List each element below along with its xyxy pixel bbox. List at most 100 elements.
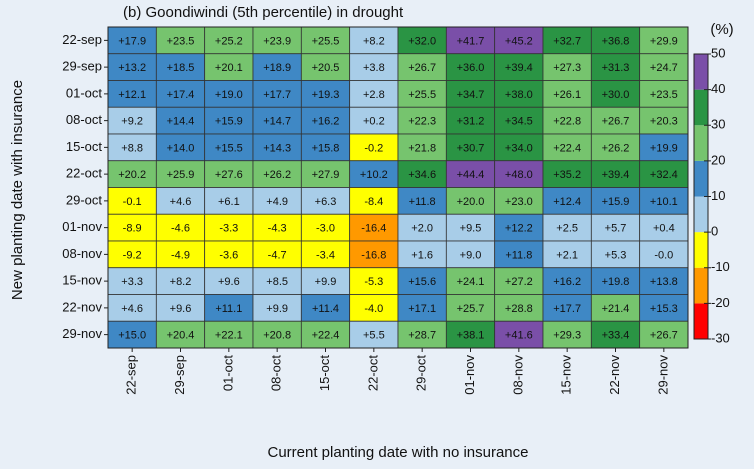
cell	[155, 320, 206, 349]
cell	[445, 294, 496, 322]
cell-label: +9.9	[315, 276, 337, 288]
cell	[590, 53, 641, 81]
colorbar-tick-label: 20	[711, 152, 725, 167]
cell	[204, 213, 254, 242]
cell	[445, 267, 496, 295]
cell-label: +14.3	[263, 142, 291, 154]
cell-label: +26.2	[263, 169, 291, 181]
y-tick-label: 08-oct	[66, 112, 103, 127]
cell-label: +27.9	[312, 169, 340, 181]
cell-label: +30.0	[602, 89, 630, 101]
cell	[397, 160, 447, 188]
cell-label: +31.2	[457, 116, 485, 128]
y-tick-label: 01-oct	[66, 85, 103, 100]
cell	[590, 106, 641, 135]
cell	[107, 106, 157, 135]
cell-label: +22.1	[215, 330, 243, 342]
colorbar-tick-label: 0	[711, 224, 718, 239]
cell-label: -8.4	[364, 196, 383, 208]
cell-label: +9.9	[266, 303, 288, 315]
cell-label: +23.9	[263, 35, 291, 47]
cell-label: +12.2	[505, 223, 533, 235]
cell-label: +28.8	[505, 303, 533, 315]
cell-label: +8.5	[266, 276, 288, 288]
cell	[155, 267, 206, 295]
cell	[590, 294, 641, 322]
y-tick-label: 15-oct	[66, 139, 103, 154]
cell	[349, 240, 399, 269]
cell-label: +22.4	[553, 142, 581, 154]
colorbar-tick-label: -20	[711, 295, 730, 310]
cell	[252, 267, 302, 295]
cell-label: +15.5	[215, 142, 243, 154]
cell	[542, 26, 592, 55]
cell	[107, 213, 157, 242]
cell-label: +26.7	[408, 62, 436, 74]
cell-label: +4.9	[266, 196, 288, 208]
cell	[204, 187, 254, 215]
cell	[397, 106, 447, 135]
cell-label: +41.7	[457, 35, 485, 47]
colorbar-segment	[694, 89, 708, 126]
cell-label: +25.2	[215, 35, 243, 47]
x-tick-label: 22-nov	[607, 355, 622, 395]
cell-label: -9.2	[123, 249, 142, 261]
cell	[590, 213, 641, 242]
cell-label: +36.8	[602, 35, 630, 47]
cell	[300, 213, 351, 242]
cell-label: +44.4	[457, 169, 485, 181]
cell-label: -4.6	[171, 223, 190, 235]
cell	[639, 213, 689, 242]
colorbar-segment	[694, 54, 708, 90]
cell-label: +14.7	[263, 116, 291, 128]
cell-label: -0.2	[364, 142, 383, 154]
cell	[252, 53, 302, 81]
cell	[542, 160, 592, 188]
cell-label: +34.5	[505, 116, 533, 128]
cell-label: +11.8	[409, 196, 436, 208]
cell	[107, 160, 157, 188]
cell-label: +4.6	[121, 303, 143, 315]
cell-label: +34.0	[505, 142, 533, 154]
cell	[397, 187, 447, 215]
cell-label: +11.4	[312, 303, 339, 315]
cell	[590, 320, 641, 349]
cell-label: +23.0	[505, 196, 533, 208]
cell-label: +26.7	[602, 116, 630, 128]
cell-label: +26.7	[650, 330, 678, 342]
x-tick-label: 29-nov	[655, 355, 670, 395]
cell	[252, 240, 302, 269]
cell-label: +13.8	[650, 276, 678, 288]
cell	[445, 240, 496, 269]
cell	[107, 294, 157, 322]
cell-label: +9.2	[121, 116, 143, 128]
cell-label: +15.3	[650, 303, 678, 315]
cell-label: +9.0	[460, 249, 482, 261]
cell	[639, 294, 689, 322]
cell-label: +38.1	[457, 330, 485, 342]
cell-label: +5.3	[605, 249, 627, 261]
cell-label: -4.0	[364, 303, 383, 315]
cell	[204, 80, 254, 108]
colorbar-tick-label: 40	[711, 81, 725, 96]
cell-label: +14.4	[167, 116, 195, 128]
cell-label: +21.8	[408, 142, 436, 154]
cell-label: +9.6	[218, 276, 240, 288]
cell-label: +5.7	[605, 223, 627, 235]
cell-label: +39.4	[602, 169, 630, 181]
cell-label: +35.2	[553, 169, 581, 181]
cell	[639, 106, 689, 135]
cell	[397, 294, 447, 322]
colorbar-tick-label: 10	[711, 188, 725, 203]
cell-label: -4.3	[268, 223, 287, 235]
cell-label: +19.3	[312, 89, 340, 101]
colorbar-segment	[694, 125, 708, 161]
cell-label: +6.3	[315, 196, 337, 208]
cell-label: +19.0	[215, 89, 243, 101]
cell	[639, 267, 689, 295]
cell-label: +20.3	[650, 116, 678, 128]
cell-label: +36.0	[457, 62, 485, 74]
cell-label: +0.2	[363, 116, 385, 128]
cell	[204, 133, 254, 162]
cell	[349, 26, 399, 55]
